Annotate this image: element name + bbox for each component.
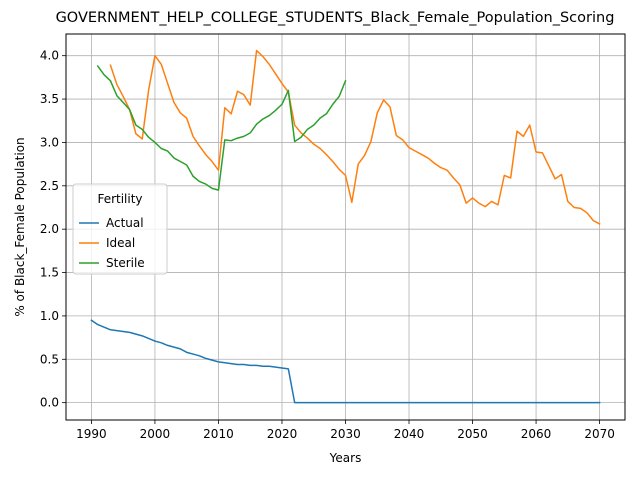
y-axis-label: % of Black_Female Population xyxy=(13,137,27,316)
y-tick-label: 0.5 xyxy=(40,352,59,366)
x-tick-label: 2040 xyxy=(394,427,425,441)
x-tick-label: 2050 xyxy=(457,427,488,441)
x-axis-label: Years xyxy=(329,451,362,465)
y-tick-label: 1.0 xyxy=(40,309,59,323)
x-tick-label: 2070 xyxy=(584,427,615,441)
y-tick-label: 4.0 xyxy=(40,49,59,63)
y-tick-label: 2.5 xyxy=(40,179,59,193)
chart-title: GOVERNMENT_HELP_COLLEGE_STUDENTS_Black_F… xyxy=(56,10,615,26)
gridlines xyxy=(66,34,625,420)
legend-items: Actual Ideal Sterile xyxy=(79,216,145,270)
y-tick-label: 3.0 xyxy=(40,135,59,149)
series-line-sterile xyxy=(96,65,347,191)
y-tick-label: 1.5 xyxy=(40,266,59,280)
legend-title: Fertility xyxy=(97,192,142,206)
series-line-actual xyxy=(90,319,601,404)
legend: Fertility Actual Ideal Sterile xyxy=(72,183,168,275)
x-tick-label: 1990 xyxy=(76,427,107,441)
legend-label-actual: Actual xyxy=(106,216,144,230)
legend-label-ideal: Ideal xyxy=(106,236,135,250)
x-tick-label: 2020 xyxy=(267,427,298,441)
y-tick-label: 3.5 xyxy=(40,92,59,106)
x-tick-label: 2010 xyxy=(203,427,234,441)
x-tick-label: 2030 xyxy=(330,427,361,441)
legend-frame xyxy=(72,183,168,275)
legend-label-sterile: Sterile xyxy=(106,256,145,270)
x-axis-ticks: 1990 2000 2010 2020 2030 2040 2050 2060 2070 xyxy=(76,420,615,441)
x-tick-label: 2000 xyxy=(140,427,171,441)
y-tick-label: 2.0 xyxy=(40,222,59,236)
x-tick-label: 2060 xyxy=(521,427,552,441)
series-line-ideal xyxy=(109,49,601,225)
y-tick-label: 0.0 xyxy=(40,396,59,410)
series-lines xyxy=(90,49,601,404)
y-axis-ticks: 0.0 0.5 1.0 1.5 2.0 2.5 3.0 3.5 4.0 xyxy=(40,49,66,410)
